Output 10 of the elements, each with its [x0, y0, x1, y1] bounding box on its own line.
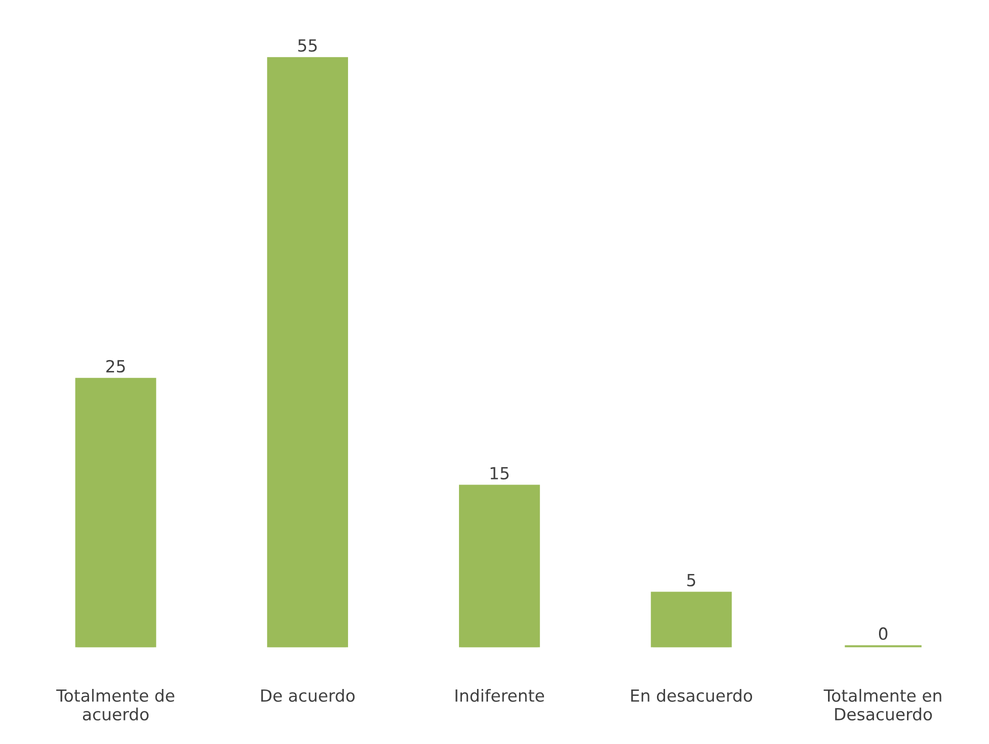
data-label: 15 — [490, 467, 509, 480]
x-tick-label: En desacuerdo — [631, 688, 752, 702]
data-label: 55 — [298, 39, 317, 52]
data-label: 0 — [878, 627, 888, 640]
data-label: 25 — [106, 360, 125, 373]
x-tick-label: Totalmente en Desacuerdo — [824, 688, 942, 721]
data-label: 5 — [687, 574, 696, 586]
x-tick-label: Totalmente de acuerdo — [56, 688, 174, 721]
x-tick-label: De acuerdo — [261, 688, 355, 702]
x-tick-label: Indiferente — [456, 688, 544, 702]
